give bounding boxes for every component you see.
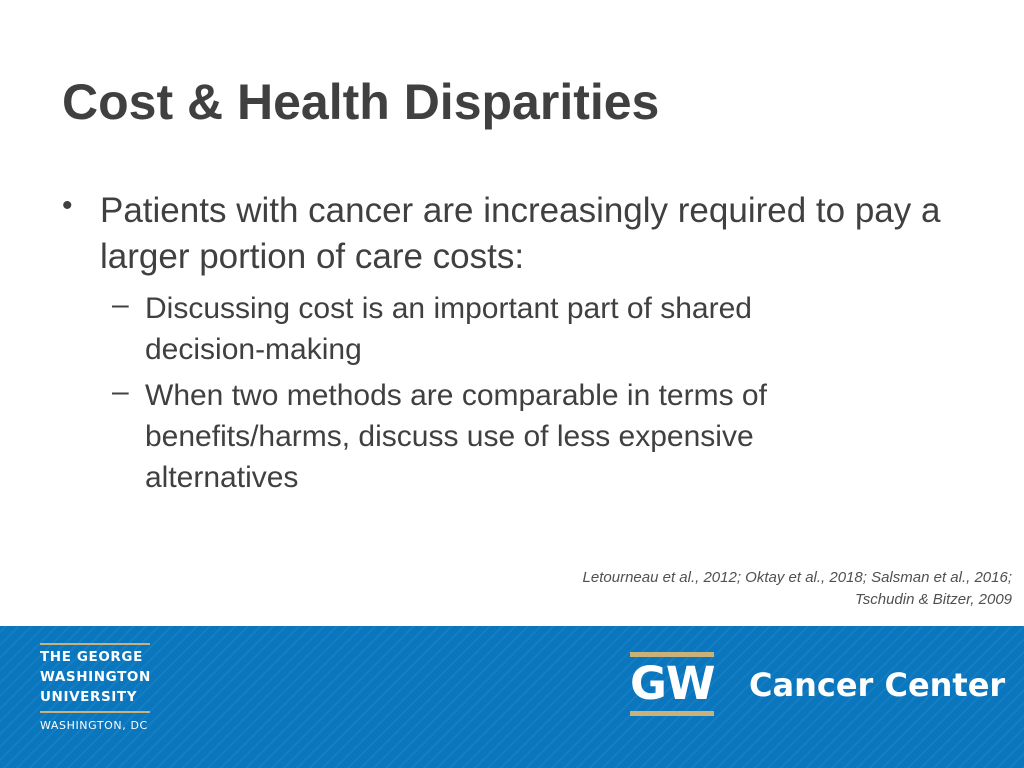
logo-line: WASHINGTON (40, 669, 151, 685)
sub-bullet-text: When two methods are comparable in terms… (145, 379, 767, 494)
sub-bullet-text: Discussing cost is an important part of … (145, 292, 752, 366)
slide-title: Cost & Health Disparities (62, 74, 660, 130)
bullet-item: • Patients with cancer are increasingly … (62, 188, 962, 280)
cancer-center-name: Cancer Center (749, 666, 1006, 704)
logo-rule-bottom (40, 711, 150, 713)
bullet-list: • Patients with cancer are increasingly … (62, 188, 962, 503)
logo-rule-top (40, 643, 150, 645)
logo-location: WASHINGTON, DC (40, 719, 148, 732)
footer-banner: THE GEORGE WASHINGTON UNIVERSITY WASHING… (0, 626, 1024, 768)
logo-name-block: THE GEORGE WASHINGTON UNIVERSITY (40, 645, 152, 711)
bullet-marker: • (62, 189, 73, 222)
sub-bullet-marker: – (112, 288, 129, 321)
logo-line: UNIVERSITY (40, 689, 138, 705)
gw-monogram-logo: GW (630, 652, 716, 716)
bullet-text: Patients with cancer are increasingly re… (100, 191, 941, 276)
sub-bullet-list: – Discussing cost is an important part o… (112, 288, 962, 498)
monogram-bar-top (630, 652, 714, 657)
monogram-bar-bottom (630, 711, 714, 716)
sub-bullet-item: – When two methods are comparable in ter… (112, 375, 880, 498)
sub-bullet-item: – Discussing cost is an important part o… (112, 288, 880, 370)
gwu-logo: THE GEORGE WASHINGTON UNIVERSITY WASHING… (40, 643, 152, 737)
citation-text: Letourneau et al., 2012; Oktay et al., 2… (582, 569, 1012, 608)
monogram-letters: GW (630, 657, 716, 710)
footer-pattern (0, 626, 1024, 768)
logo-line: THE GEORGE (40, 649, 143, 665)
sub-bullet-marker: – (112, 375, 129, 408)
